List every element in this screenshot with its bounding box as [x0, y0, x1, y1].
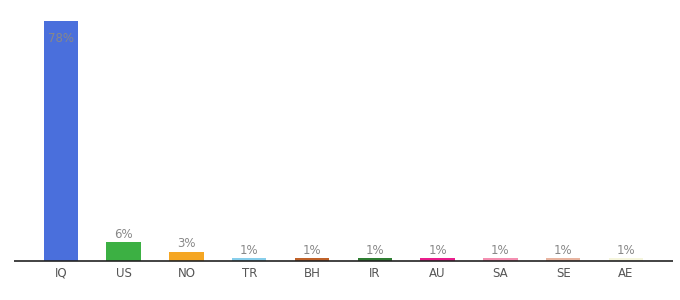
Bar	[232, 258, 267, 261]
Bar	[358, 258, 392, 261]
Text: 1%: 1%	[428, 244, 447, 256]
Text: 1%: 1%	[491, 244, 510, 256]
Text: 78%: 78%	[48, 32, 74, 45]
Bar	[420, 258, 455, 261]
Bar	[294, 258, 329, 261]
Bar	[106, 242, 141, 261]
Text: 1%: 1%	[303, 244, 322, 256]
Bar	[44, 21, 78, 261]
Text: 1%: 1%	[240, 244, 258, 256]
Bar	[546, 258, 581, 261]
Text: 1%: 1%	[554, 244, 573, 256]
Text: 1%: 1%	[365, 244, 384, 256]
Bar	[483, 258, 517, 261]
Text: 6%: 6%	[114, 228, 133, 241]
Bar	[169, 252, 204, 261]
Bar	[609, 258, 643, 261]
Text: 3%: 3%	[177, 238, 196, 250]
Text: 1%: 1%	[617, 244, 635, 256]
